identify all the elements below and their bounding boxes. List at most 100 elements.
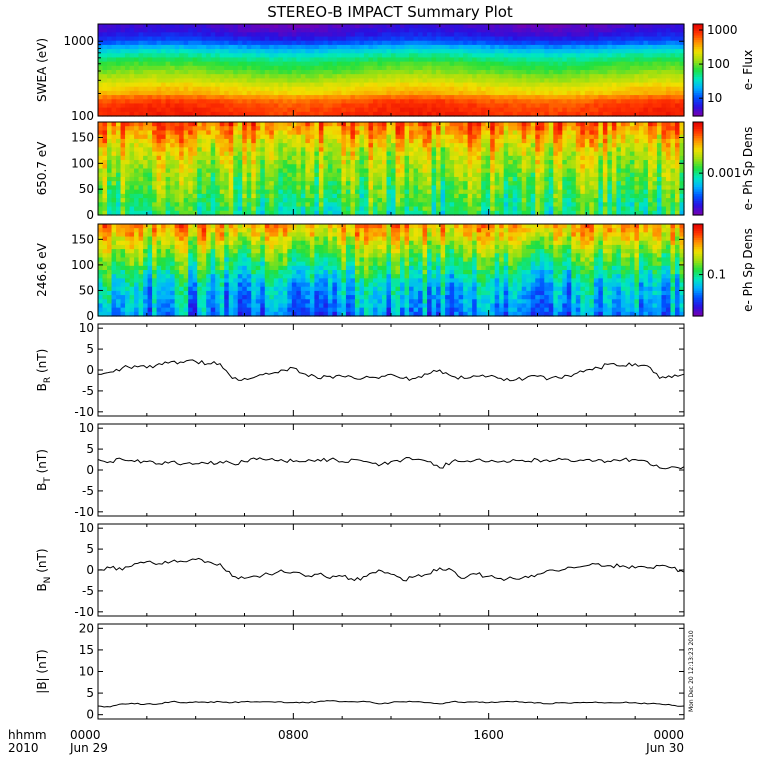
heatmap-cell bbox=[526, 61, 532, 67]
heatmap-cell bbox=[467, 107, 473, 113]
heatmap-cell bbox=[242, 65, 248, 71]
heatmap-cell bbox=[197, 151, 203, 157]
heatmap-cell bbox=[174, 86, 180, 92]
heatmap-cell bbox=[170, 70, 176, 75]
heatmap-cell bbox=[170, 28, 176, 33]
heatmap-cell bbox=[165, 164, 171, 170]
heatmap-cell bbox=[517, 61, 523, 67]
heatmap-cell bbox=[544, 130, 550, 136]
heatmap-cell bbox=[197, 103, 203, 109]
heatmap-cell bbox=[170, 86, 176, 92]
heatmap-cell bbox=[485, 103, 491, 109]
heatmap-cell bbox=[170, 185, 176, 191]
heatmap-cell bbox=[607, 151, 613, 157]
heatmap-cell bbox=[264, 44, 270, 50]
heatmap-cell bbox=[607, 138, 613, 144]
heatmap-cell bbox=[386, 82, 392, 88]
heatmap-cell bbox=[368, 176, 374, 182]
heatmap-cell bbox=[120, 28, 126, 33]
heatmap-cell bbox=[327, 74, 333, 79]
heatmap-cell bbox=[580, 107, 586, 113]
heatmap-cell bbox=[656, 70, 663, 75]
heatmap-cell bbox=[418, 134, 424, 140]
heatmap-cell bbox=[327, 99, 333, 105]
heatmap-cell bbox=[161, 61, 167, 67]
heatmap-cell bbox=[638, 78, 645, 84]
heatmap-cell bbox=[188, 99, 194, 105]
heatmap-cell bbox=[269, 65, 275, 71]
heatmap-cell bbox=[620, 176, 626, 182]
heatmap-cell bbox=[535, 95, 541, 100]
heatmap-cell bbox=[634, 138, 640, 144]
heatmap-cell bbox=[557, 107, 563, 113]
heatmap-cell bbox=[381, 99, 388, 105]
heatmap-cell bbox=[129, 86, 135, 92]
heatmap-cell bbox=[557, 103, 563, 109]
heatmap-cell bbox=[120, 181, 126, 187]
heatmap-cell bbox=[449, 103, 455, 109]
heatmap-cell bbox=[197, 32, 203, 38]
heatmap-cell bbox=[440, 134, 446, 140]
heatmap-cell bbox=[404, 78, 410, 84]
heatmap-cell bbox=[165, 99, 171, 105]
heatmap-cell bbox=[607, 95, 613, 100]
heatmap-cell bbox=[188, 138, 194, 144]
heatmap-cell bbox=[174, 53, 180, 59]
heatmap-cell bbox=[616, 155, 622, 161]
heatmap-cell bbox=[120, 86, 126, 92]
heatmap-cell bbox=[120, 36, 126, 42]
heatmap-cell bbox=[539, 74, 545, 79]
heatmap-cell bbox=[391, 53, 397, 59]
heatmap-cell bbox=[616, 78, 622, 84]
heatmap-cell bbox=[539, 32, 545, 38]
heatmap-cell bbox=[323, 74, 329, 79]
heatmap-cell bbox=[287, 65, 293, 71]
heatmap-cell bbox=[544, 143, 550, 148]
heatmap-cell bbox=[674, 176, 681, 182]
heatmap-cell bbox=[237, 86, 243, 92]
heatmap-cell bbox=[593, 147, 599, 153]
heatmap-cell bbox=[638, 143, 645, 148]
heatmap-cell bbox=[179, 164, 185, 170]
heatmap-cell bbox=[584, 176, 590, 182]
heatmap-cell bbox=[476, 28, 482, 33]
heatmap-cell bbox=[309, 36, 315, 42]
heatmap-cell bbox=[674, 143, 681, 148]
heatmap-cell bbox=[584, 103, 590, 109]
heatmap-cell bbox=[620, 65, 626, 71]
heatmap-cell bbox=[472, 151, 478, 157]
heatmap-cell bbox=[363, 82, 370, 88]
heatmap-cell bbox=[638, 168, 645, 174]
heatmap-cell bbox=[593, 78, 599, 84]
heatmap-cell bbox=[179, 134, 185, 140]
heatmap-cell bbox=[643, 70, 649, 75]
heatmap-cell bbox=[129, 74, 135, 79]
heatmap-cell bbox=[161, 74, 167, 79]
heatmap-cell bbox=[129, 32, 135, 38]
heatmap-cell bbox=[273, 185, 279, 191]
heatmap-cell bbox=[215, 155, 221, 161]
heatmap-cell bbox=[251, 82, 257, 88]
heatmap-cell bbox=[517, 57, 523, 63]
heatmap-cell bbox=[152, 185, 158, 191]
heatmap-cell bbox=[179, 49, 185, 54]
heatmap-cell bbox=[530, 138, 536, 144]
heatmap-cell bbox=[413, 53, 419, 59]
heatmap-cell bbox=[305, 103, 311, 109]
heatmap-cell bbox=[350, 147, 356, 153]
heatmap-cell bbox=[147, 181, 153, 187]
heatmap-cell bbox=[404, 65, 410, 71]
heatmap-cell bbox=[165, 86, 171, 92]
heatmap-cell bbox=[665, 90, 672, 96]
heatmap-cell bbox=[219, 90, 225, 96]
heatmap-cell bbox=[134, 53, 140, 59]
heatmap-cell bbox=[638, 147, 645, 153]
heatmap-cell bbox=[197, 126, 203, 132]
heatmap-cell bbox=[287, 122, 293, 127]
heatmap-cell bbox=[571, 49, 577, 54]
heatmap-cell bbox=[98, 151, 104, 157]
heatmap-cell bbox=[634, 111, 640, 117]
heatmap-cell bbox=[278, 36, 284, 42]
heatmap-cell bbox=[206, 130, 212, 136]
heatmap-cell bbox=[332, 164, 338, 170]
